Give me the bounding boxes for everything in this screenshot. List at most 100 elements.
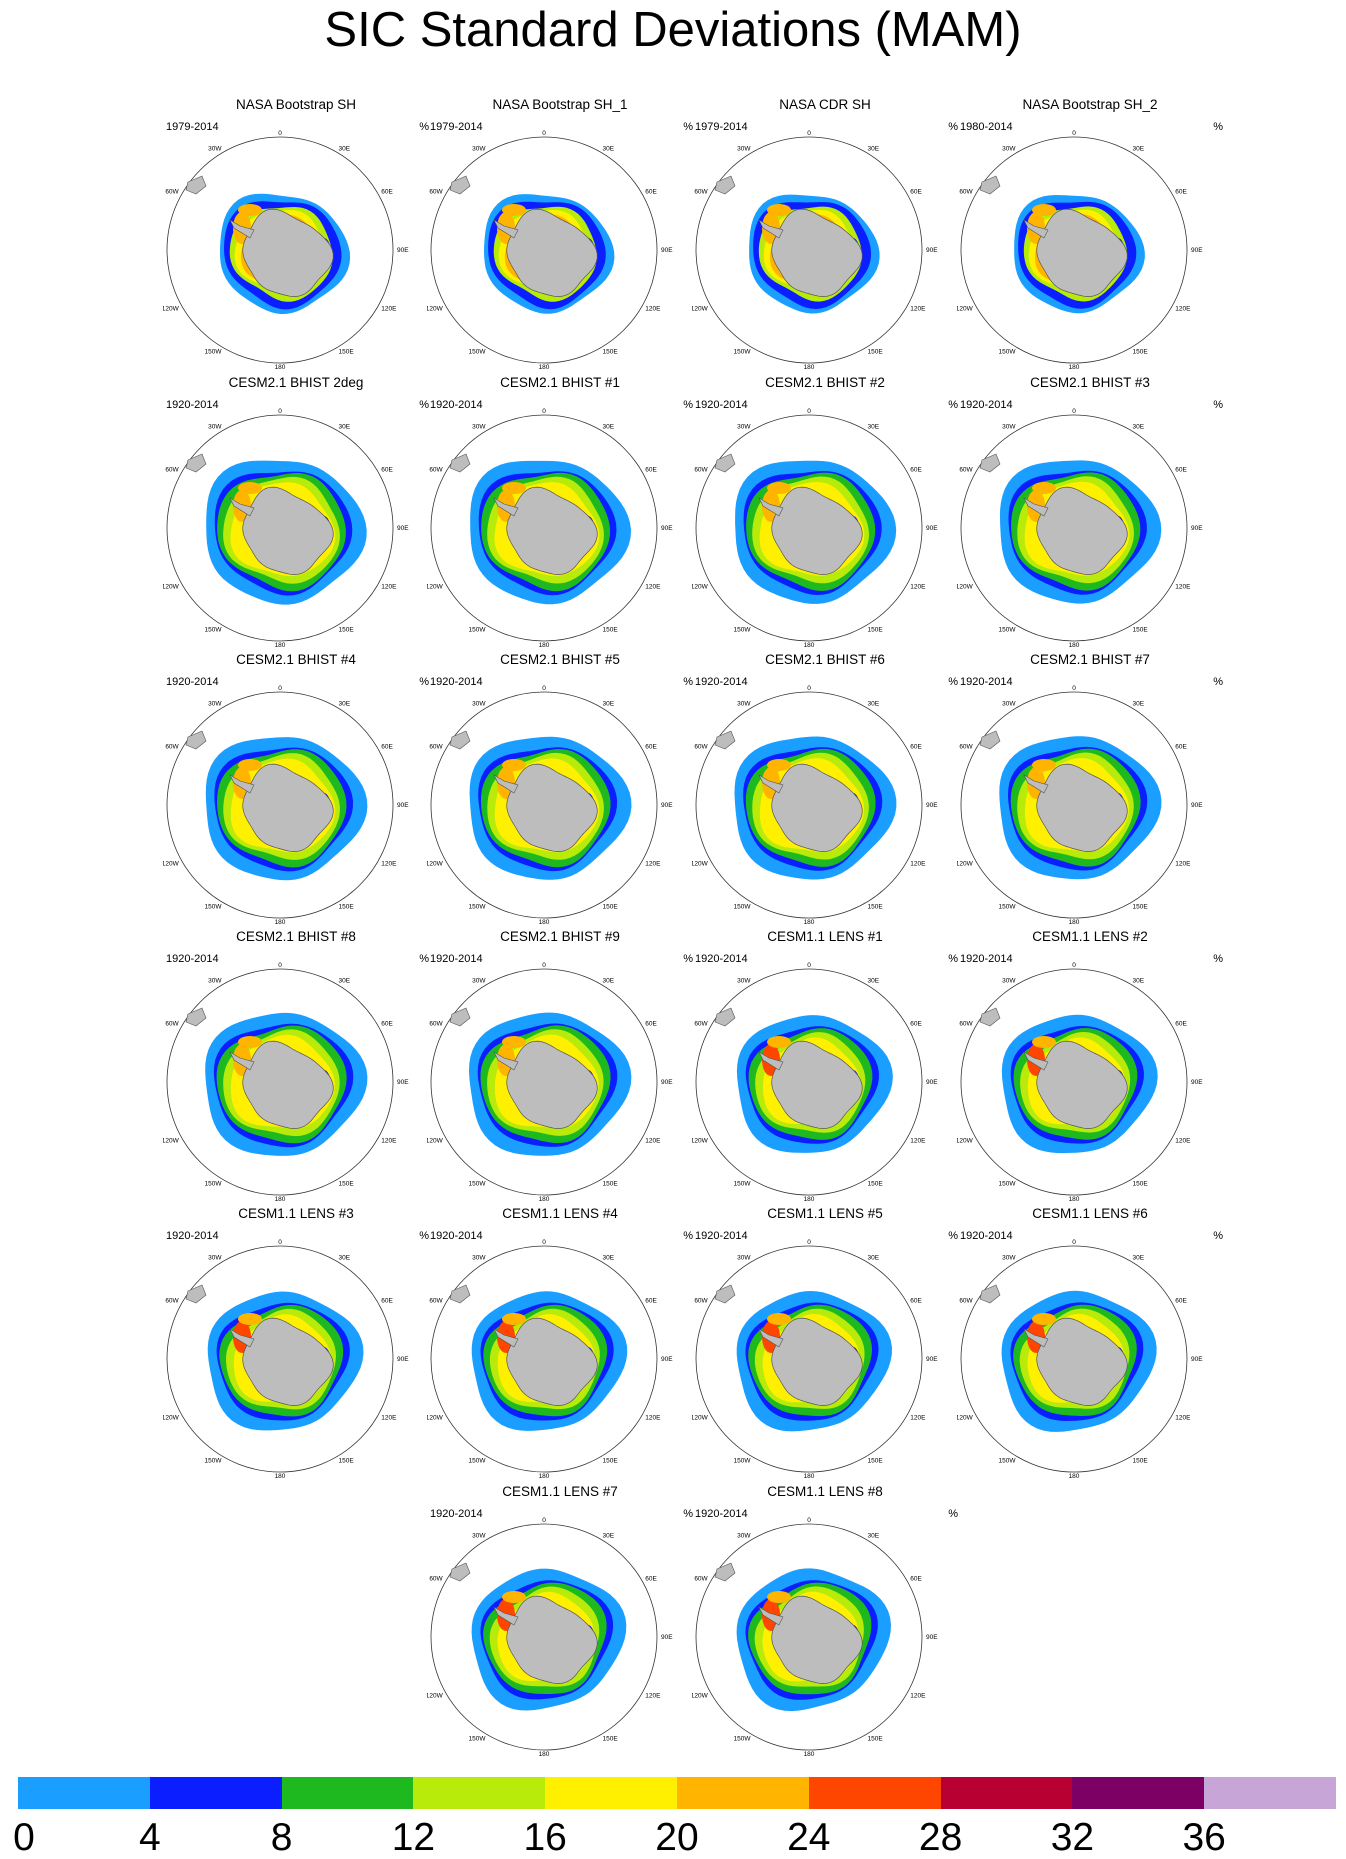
longitude-label: 180 bbox=[1069, 642, 1080, 649]
map-panel: CESM2.1 BHIST #6 1920-2014% 0 30E 60E 90E 120E… bbox=[692, 652, 958, 930]
longitude-label: 180 bbox=[1069, 364, 1080, 371]
antarctica-landmass bbox=[771, 1040, 863, 1129]
longitude-label: 60E bbox=[645, 1576, 657, 1583]
south-america-tip bbox=[185, 730, 207, 750]
longitude-label: 180 bbox=[804, 1196, 815, 1203]
colorbar-segment bbox=[149, 1777, 283, 1809]
south-america-tip bbox=[185, 1007, 207, 1027]
longitude-label: 120W bbox=[692, 861, 709, 868]
longitude-label: 90W bbox=[692, 1356, 693, 1363]
longitude-label: 60E bbox=[1175, 467, 1187, 474]
panel-title: CESM1.1 LENS #3 bbox=[238, 1206, 354, 1221]
panel-unit: % bbox=[948, 399, 958, 411]
longitude-label: 90E bbox=[397, 525, 409, 532]
longitude-label: 90E bbox=[926, 1356, 938, 1363]
longitude-label: 150W bbox=[205, 626, 223, 633]
longitude-label: 120E bbox=[381, 306, 397, 313]
longitude-label: 150W bbox=[469, 1180, 487, 1187]
longitude-label: 30E bbox=[1133, 701, 1145, 708]
longitude-label: 90W bbox=[692, 802, 693, 809]
south-america-tip bbox=[714, 175, 736, 195]
longitude-label: 120E bbox=[910, 861, 926, 868]
panel-unit: % bbox=[683, 953, 693, 965]
panel-unit: % bbox=[948, 1230, 958, 1242]
longitude-label: 60E bbox=[910, 189, 922, 196]
panel-title: CESM2.1 BHIST #7 bbox=[1030, 652, 1150, 667]
panel-years: 1920-2014 bbox=[695, 1230, 748, 1242]
longitude-label: 30E bbox=[868, 701, 880, 708]
polar-map: 0 30E 60E 90E 120E 150E 180 150W 120W 90W 60W 30W bbox=[163, 962, 409, 1203]
longitude-label: 0 bbox=[278, 408, 282, 415]
longitude-label: 60W bbox=[959, 1021, 973, 1028]
longitude-label: 90W bbox=[163, 1356, 164, 1363]
longitude-label: 120W bbox=[163, 861, 180, 868]
longitude-label: 180 bbox=[539, 1473, 550, 1480]
antarctic-peninsula bbox=[758, 1051, 784, 1071]
panel-years: 1920-2014 bbox=[430, 1230, 483, 1242]
map-panel: CESM2.1 BHIST #2 1920-2014% 0 30E 60E 90E 120E… bbox=[692, 375, 958, 653]
south-america-tip bbox=[979, 1007, 1001, 1027]
sic-hotspot bbox=[1032, 759, 1056, 771]
longitude-label: 150E bbox=[603, 903, 619, 910]
longitude-label: 90W bbox=[957, 1356, 958, 1363]
longitude-label: 150E bbox=[868, 1735, 884, 1742]
map-panel: CESM1.1 LENS #1 1920-2014% 0 30E 60E 90E 120E 1… bbox=[692, 929, 958, 1207]
longitude-label: 180 bbox=[275, 919, 286, 926]
polar-map: 0 30E 60E 90E 120E 150E 180 150W 120W 90W 60W 30W bbox=[427, 130, 673, 371]
longitude-label: 90E bbox=[661, 1356, 673, 1363]
polar-map: 0 30E 60E 90E 120E 150E 180 150W 120W 90W 60W 30W bbox=[692, 685, 938, 926]
longitude-label: 150E bbox=[339, 1180, 355, 1187]
longitude-label: 150E bbox=[1133, 1457, 1149, 1464]
longitude-label: 30E bbox=[1133, 146, 1145, 153]
panel-years: 1920-2014 bbox=[960, 953, 1013, 965]
map-panel: CESM2.1 BHIST #7 1920-2014% 0 30E 60E 90E 120E… bbox=[957, 652, 1223, 930]
longitude-label: 0 bbox=[542, 130, 546, 137]
longitude-label: 0 bbox=[542, 685, 546, 692]
longitude-label: 60W bbox=[694, 1298, 708, 1305]
polar-map: 0 30E 60E 90E 120E 150E 180 150W 120W 90W 60W 30W bbox=[163, 408, 409, 649]
longitude-label: 0 bbox=[278, 130, 282, 137]
longitude-label: 180 bbox=[275, 642, 286, 649]
panel-unit: % bbox=[1213, 676, 1223, 688]
sic-hotspot bbox=[767, 1591, 791, 1603]
longitude-label: 60E bbox=[381, 189, 393, 196]
panel-title: CESM1.1 LENS #5 bbox=[767, 1206, 883, 1221]
antarctic-peninsula bbox=[1023, 774, 1049, 794]
longitude-label: 0 bbox=[1072, 408, 1076, 415]
panel-years: 1920-2014 bbox=[166, 399, 219, 411]
south-america-tip bbox=[714, 1562, 736, 1582]
panel-title: CESM1.1 LENS #2 bbox=[1032, 929, 1148, 944]
colorbar-tick-label: 24 bbox=[787, 1816, 831, 1859]
longitude-label: 120E bbox=[645, 306, 661, 313]
longitude-label: 60E bbox=[645, 744, 657, 751]
longitude-label: 180 bbox=[1069, 1473, 1080, 1480]
panel-years: 1920-2014 bbox=[166, 676, 219, 688]
map-panel: NASA CDR SH 1979-2014% 0 30E 60E 90E 120E 150E 1… bbox=[692, 97, 958, 375]
longitude-label: 90W bbox=[692, 1079, 693, 1086]
antarctic-peninsula bbox=[493, 774, 519, 794]
polar-map: 0 30E 60E 90E 120E 150E 180 150W 120W 90W 60W 30W bbox=[163, 685, 409, 926]
polar-map: 0 30E 60E 90E 120E 150E 180 150W 120W 90W 60W 30W bbox=[957, 685, 1203, 926]
longitude-label: 180 bbox=[804, 642, 815, 649]
longitude-label: 150W bbox=[469, 1457, 487, 1464]
longitude-label: 30W bbox=[1002, 146, 1016, 153]
longitude-label: 120W bbox=[163, 584, 180, 591]
longitude-label: 30E bbox=[868, 1255, 880, 1262]
longitude-label: 120W bbox=[957, 861, 974, 868]
antarctica-landmass bbox=[506, 1317, 598, 1406]
longitude-label: 150E bbox=[868, 626, 884, 633]
longitude-label: 90W bbox=[427, 525, 428, 532]
antarctica-landmass bbox=[771, 1317, 863, 1406]
map-panel: CESM1.1 LENS #3 1920-2014% 0 30E 60E 90E 120E 1… bbox=[163, 1206, 429, 1484]
south-america-tip bbox=[449, 1007, 471, 1027]
map-panel: CESM2.1 BHIST 2deg 1920-2014% 0 30E 60E 90E 12… bbox=[163, 375, 429, 653]
panel-unit: % bbox=[948, 1508, 958, 1520]
polar-map: 0 30E 60E 90E 120E 150E 180 150W 120W 90W 60W 30W bbox=[692, 1517, 938, 1758]
longitude-label: 30W bbox=[472, 701, 486, 708]
map-panel: CESM1.1 LENS #4 1920-2014% 0 30E 60E 90E 120E 1… bbox=[427, 1206, 693, 1484]
longitude-label: 120W bbox=[692, 1415, 709, 1422]
longitude-label: 120W bbox=[427, 1693, 444, 1700]
longitude-label: 0 bbox=[807, 1239, 811, 1246]
longitude-label: 180 bbox=[804, 1473, 815, 1480]
longitude-label: 0 bbox=[1072, 1239, 1076, 1246]
